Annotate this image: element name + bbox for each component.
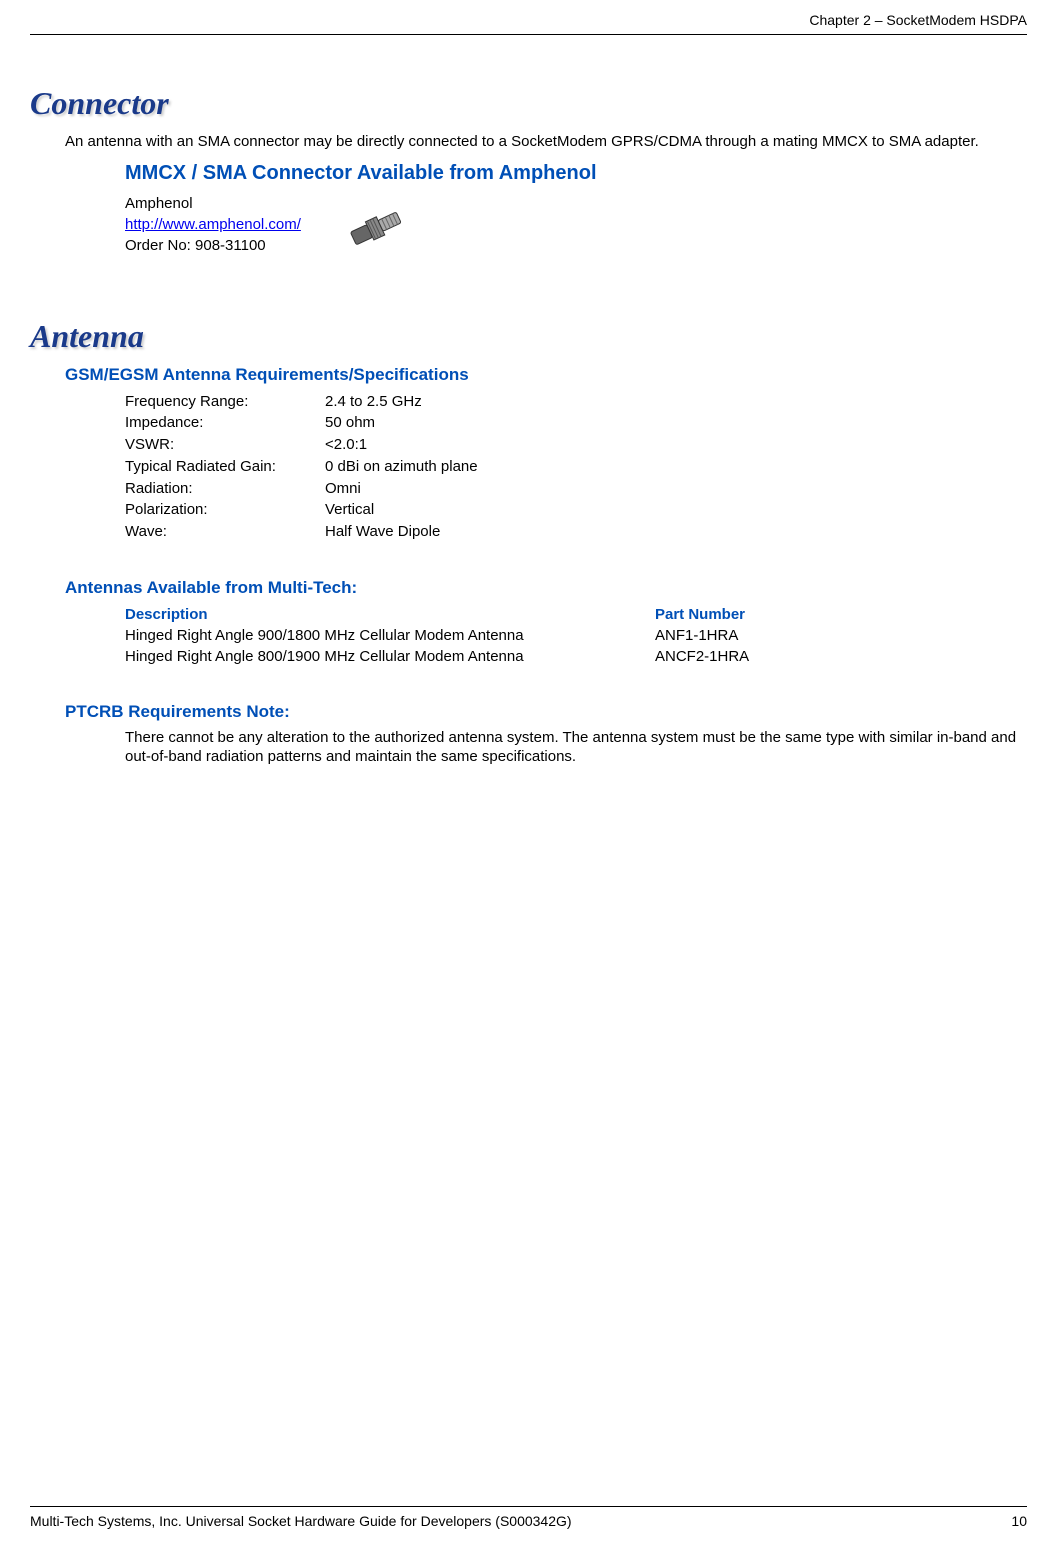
spec-row: Typical Radiated Gain: 0 dBi on azimuth …	[125, 456, 1027, 478]
connector-icon	[341, 193, 411, 263]
spec-label: Polarization:	[125, 499, 325, 521]
spec-value: 0 dBi on azimuth plane	[325, 456, 1027, 478]
connector-info-block: Amphenol http://www.amphenol.com/ Order …	[125, 193, 1027, 263]
chapter-label: Chapter 2 – SocketModem HSDPA	[809, 12, 1027, 28]
spec-row: Polarization: Vertical	[125, 499, 1027, 521]
spec-label: VSWR:	[125, 434, 325, 456]
footer-left: Multi-Tech Systems, Inc. Universal Socke…	[30, 1513, 572, 1529]
page-footer: Multi-Tech Systems, Inc. Universal Socke…	[30, 1506, 1027, 1529]
mmcx-heading: MMCX / SMA Connector Available from Amph…	[125, 162, 1027, 185]
order-number: Order No: 908-31100	[125, 235, 301, 256]
page-header: Chapter 2 – SocketModem HSDPA	[30, 0, 1027, 35]
spec-value: 2.4 to 2.5 GHz	[325, 391, 1027, 413]
antenna-part: ANF1-1HRA	[655, 625, 1027, 646]
antenna-row: Hinged Right Angle 800/1900 MHz Cellular…	[125, 646, 1027, 667]
antenna-desc: Hinged Right Angle 800/1900 MHz Cellular…	[125, 646, 655, 667]
spec-label: Frequency Range:	[125, 391, 325, 413]
spec-label: Wave:	[125, 521, 325, 543]
page-content: Connector An antenna with an SMA connect…	[30, 35, 1027, 767]
antenna-table: Description Part Number Hinged Right Ang…	[125, 604, 1027, 667]
spec-label: Typical Radiated Gain:	[125, 456, 325, 478]
footer-page-number: 10	[1011, 1513, 1027, 1529]
spec-value: Omni	[325, 478, 1027, 500]
spec-value: 50 ohm	[325, 412, 1027, 434]
connector-intro: An antenna with an SMA connector may be …	[65, 132, 1027, 152]
vendor-link[interactable]: http://www.amphenol.com/	[125, 216, 301, 233]
vendor-name: Amphenol	[125, 193, 301, 214]
antenna-heading: Antenna	[30, 318, 1027, 355]
spec-row: Radiation: Omni	[125, 478, 1027, 500]
antenna-desc: Hinged Right Angle 900/1800 MHz Cellular…	[125, 625, 655, 646]
spec-value: Half Wave Dipole	[325, 521, 1027, 543]
antenna-table-header: Description Part Number	[125, 604, 1027, 625]
spec-label: Impedance:	[125, 412, 325, 434]
spec-value: <2.0:1	[325, 434, 1027, 456]
spec-table: Frequency Range: 2.4 to 2.5 GHz Impedanc…	[125, 391, 1027, 543]
spec-row: Frequency Range: 2.4 to 2.5 GHz	[125, 391, 1027, 413]
spec-row: Wave: Half Wave Dipole	[125, 521, 1027, 543]
available-heading: Antennas Available from Multi-Tech:	[65, 578, 1027, 598]
connector-heading: Connector	[30, 85, 1027, 122]
spec-row: Impedance: 50 ohm	[125, 412, 1027, 434]
spec-row: VSWR: <2.0:1	[125, 434, 1027, 456]
connector-text-block: Amphenol http://www.amphenol.com/ Order …	[125, 193, 301, 256]
spec-label: Radiation:	[125, 478, 325, 500]
ptcrb-heading: PTCRB Requirements Note:	[65, 702, 1027, 722]
spec-value: Vertical	[325, 499, 1027, 521]
antenna-row: Hinged Right Angle 900/1800 MHz Cellular…	[125, 625, 1027, 646]
antenna-part: ANCF2-1HRA	[655, 646, 1027, 667]
specs-heading: GSM/EGSM Antenna Requirements/Specificat…	[65, 365, 1027, 385]
col-description: Description	[125, 604, 655, 625]
ptcrb-text: There cannot be any alteration to the au…	[125, 728, 1027, 767]
col-part-number: Part Number	[655, 604, 1027, 625]
